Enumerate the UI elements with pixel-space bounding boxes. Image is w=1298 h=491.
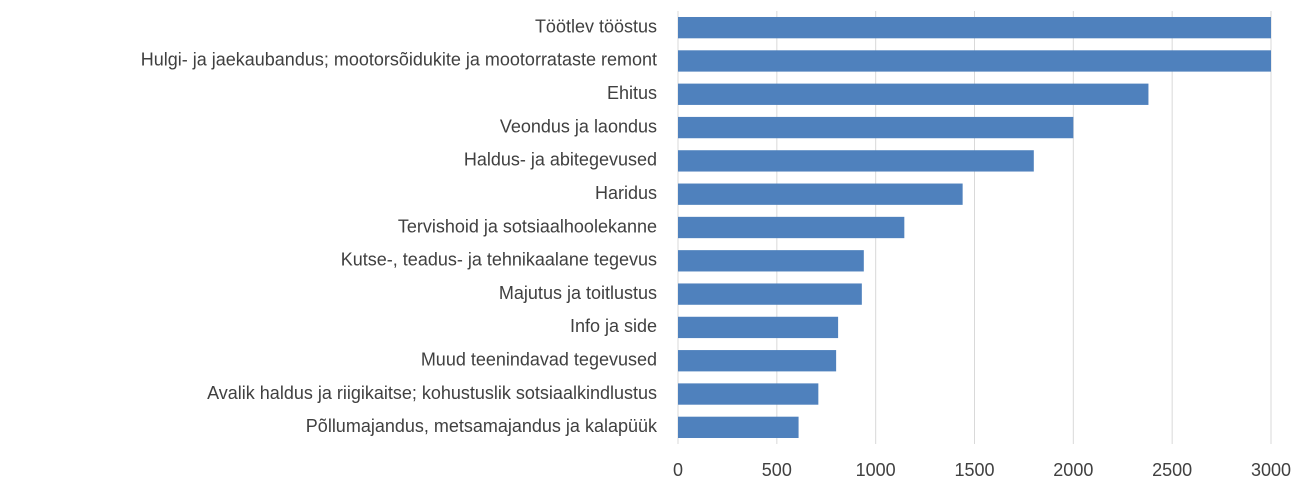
bar (678, 116, 1074, 139)
bar (678, 250, 864, 272)
bar (678, 283, 862, 305)
x-tick-label: 2000 (1053, 460, 1093, 480)
x-tick-label: 1000 (856, 460, 896, 480)
y-tick-label: Põllumajandus, metsamajandus ja kalapüük (306, 416, 658, 436)
bar (678, 83, 1149, 105)
y-tick-label: Töötlev tööstus (535, 16, 657, 36)
x-tick-label: 2500 (1152, 460, 1192, 480)
bar (678, 183, 963, 205)
y-tick-label: Muud teenindavad tegevused (421, 349, 657, 369)
y-tick-label: Veondus ja laondus (500, 116, 657, 136)
y-tick-label: Hulgi- ja jaekaubandus; mootorsõidukite … (141, 50, 657, 70)
y-tick-label: Haridus (595, 183, 657, 203)
bar (678, 50, 1271, 72)
bar (678, 316, 839, 339)
x-tick-label: 3000 (1251, 460, 1291, 480)
x-tick-label: 1500 (954, 460, 994, 480)
y-tick-label: Haldus- ja abitegevused (464, 150, 657, 170)
bar (678, 350, 837, 372)
y-tick-label: Majutus ja toitlustus (499, 283, 657, 303)
bar (678, 416, 799, 439)
bar (678, 150, 1034, 172)
y-tick-label: Kutse-, teadus- ja tehnikaalane tegevus (341, 250, 657, 270)
bar (678, 383, 819, 405)
y-tick-label: Ehitus (607, 83, 657, 103)
y-tick-label: Avalik haldus ja riigikaitse; kohustusli… (207, 383, 657, 403)
x-tick-label: 500 (762, 460, 792, 480)
y-tick-label: Info ja side (570, 316, 657, 336)
y-tick-label: Tervishoid ja sotsiaalhoolekanne (398, 216, 657, 236)
bar (678, 16, 1271, 39)
bar (678, 216, 905, 239)
x-tick-label: 0 (673, 460, 683, 480)
